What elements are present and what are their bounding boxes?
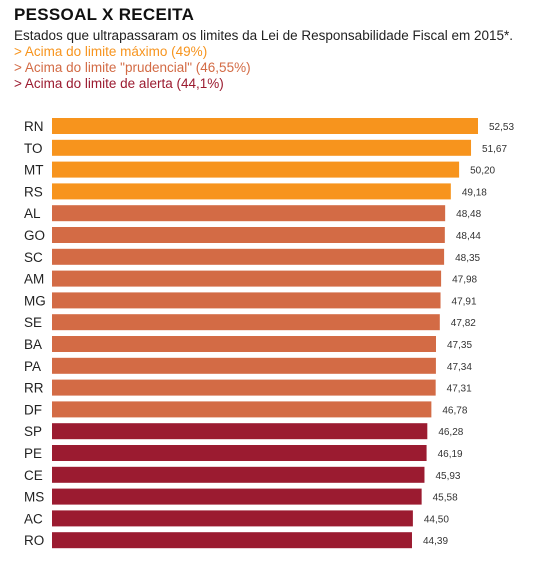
category-label-ce: CE bbox=[24, 468, 43, 483]
bar-rs bbox=[52, 183, 451, 200]
chart-subtitle: Estados que ultrapassaram os limites da … bbox=[14, 28, 514, 43]
bar-rn bbox=[52, 118, 478, 134]
category-label-ro: RO bbox=[24, 533, 44, 548]
category-label-to: TO bbox=[24, 141, 43, 156]
category-label-go: GO bbox=[24, 228, 45, 243]
bar-plot: RN 52,53 TO 51,67 MT 50,20 RS 49,18 AL 48,48 GO 48,… bbox=[24, 118, 514, 549]
bar-ac bbox=[52, 510, 413, 527]
value-label-df: 46,78 bbox=[442, 405, 467, 416]
category-label-rr: RR bbox=[24, 381, 44, 396]
legend-item-maximum: > Acima do limite máximo (49%) bbox=[14, 44, 208, 59]
category-label-sc: SC bbox=[24, 250, 43, 265]
category-label-ms: MS bbox=[24, 490, 44, 505]
value-label-mg: 47,91 bbox=[452, 296, 477, 307]
value-label-al: 48,48 bbox=[456, 209, 481, 220]
bar-to bbox=[52, 139, 472, 156]
bar-go bbox=[52, 227, 445, 243]
category-label-mt: MT bbox=[24, 163, 44, 178]
value-label-to: 51,67 bbox=[482, 144, 507, 155]
category-label-am: AM bbox=[24, 272, 44, 287]
value-label-am: 47,98 bbox=[452, 275, 477, 286]
bar-pa bbox=[52, 357, 436, 374]
bar-ba bbox=[52, 336, 436, 352]
category-label-rs: RS bbox=[24, 184, 43, 199]
bar-mt bbox=[52, 161, 460, 178]
category-label-se: SE bbox=[24, 315, 42, 330]
value-label-sc: 48,35 bbox=[455, 253, 480, 264]
value-label-mt: 50,20 bbox=[470, 166, 495, 177]
category-label-rn: RN bbox=[24, 119, 44, 134]
value-label-ro: 44,39 bbox=[423, 536, 448, 547]
category-label-pe: PE bbox=[24, 446, 42, 461]
bar-mg bbox=[52, 292, 441, 309]
legend-item-alert: > Acima do limite de alerta (44,1%) bbox=[14, 76, 224, 91]
value-label-pe: 46,19 bbox=[438, 449, 463, 460]
legend-item-prudential: > Acima do limite "prudencial" (46,55%) bbox=[14, 60, 251, 75]
value-label-ce: 45,93 bbox=[435, 471, 460, 482]
bar-se bbox=[52, 314, 440, 331]
bar-sc bbox=[52, 248, 445, 265]
bar-am bbox=[52, 270, 442, 287]
category-label-ac: AC bbox=[24, 511, 43, 526]
value-label-ba: 47,35 bbox=[447, 340, 472, 351]
category-label-df: DF bbox=[24, 402, 42, 417]
value-label-go: 48,44 bbox=[456, 231, 481, 242]
value-label-se: 47,82 bbox=[451, 318, 476, 329]
value-label-rr: 47,31 bbox=[447, 384, 472, 395]
bar-al bbox=[52, 205, 446, 222]
category-label-mg: MG bbox=[24, 293, 46, 308]
value-label-pa: 47,34 bbox=[447, 362, 472, 373]
value-label-ac: 44,50 bbox=[424, 514, 449, 525]
bar-rr bbox=[52, 379, 436, 396]
category-label-pa: PA bbox=[24, 359, 41, 374]
bar-pe bbox=[52, 445, 427, 461]
category-label-ba: BA bbox=[24, 337, 42, 352]
value-label-sp: 46,28 bbox=[438, 427, 463, 438]
bar-ms bbox=[52, 488, 422, 505]
bar-ce bbox=[52, 466, 425, 483]
chart-title: PESSOAL X RECEITA bbox=[14, 5, 195, 24]
bar-df bbox=[52, 401, 432, 418]
value-label-rs: 49,18 bbox=[462, 187, 487, 198]
bar-sp bbox=[52, 423, 428, 440]
category-label-sp: SP bbox=[24, 424, 42, 439]
value-label-rn: 52,53 bbox=[489, 122, 514, 133]
bar-ro bbox=[52, 532, 412, 549]
category-label-al: AL bbox=[24, 206, 41, 221]
value-label-ms: 45,58 bbox=[433, 493, 458, 504]
